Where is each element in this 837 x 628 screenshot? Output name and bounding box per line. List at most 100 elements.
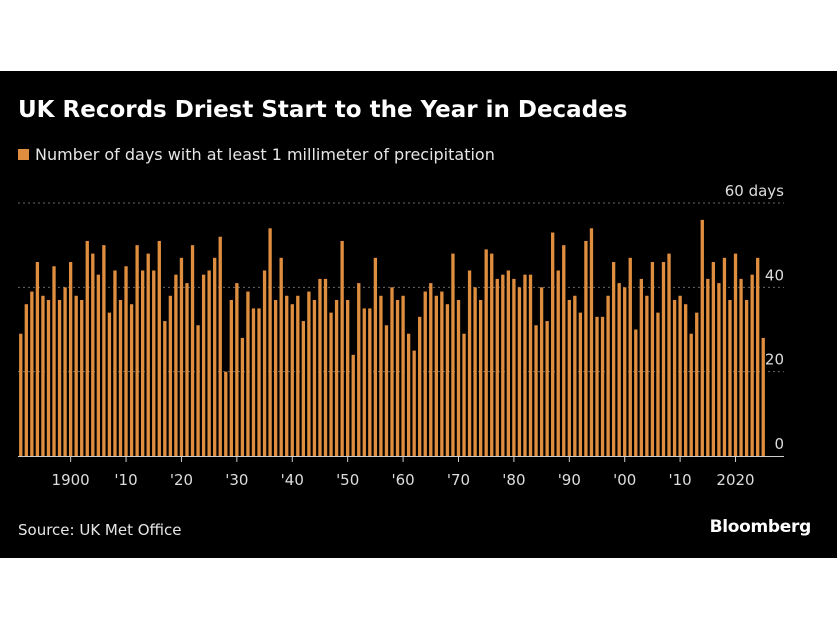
bar-1955 <box>373 257 378 456</box>
bar-1952 <box>357 283 361 456</box>
x-tick-label-1980: '80 <box>502 471 525 489</box>
bar-1958 <box>390 287 394 456</box>
bar-chart: 0 20 40 60 days 1900 '10 '20 '30 '40 '50 '60 '70 '80… <box>18 182 784 489</box>
source-note: Source: UK Met Office <box>18 521 182 539</box>
bar-2014 <box>700 219 704 456</box>
bar-1944 <box>312 299 317 456</box>
bar-1998 <box>611 262 616 456</box>
y-tick-label-60: 60 days <box>725 182 784 200</box>
bar-1926 <box>213 257 217 456</box>
bar-1898 <box>57 299 62 456</box>
bar-1932 <box>246 291 250 456</box>
y-tick-label-40: 40 <box>765 266 784 284</box>
bar-1972 <box>467 270 472 456</box>
bar-1987 <box>551 232 555 456</box>
bar-1938 <box>279 257 283 456</box>
legend-swatch <box>18 149 29 160</box>
bar-2001 <box>628 257 632 456</box>
bar-1918 <box>168 295 173 456</box>
bar-1969 <box>451 253 455 456</box>
bar-1900 <box>68 262 73 456</box>
bar-2018 <box>722 257 727 456</box>
bar-1980 <box>512 278 516 456</box>
bar-1989 <box>562 245 566 456</box>
legend-label: Number of days with at least 1 millimete… <box>35 145 495 164</box>
bar-1978 <box>501 274 505 456</box>
bar-1981 <box>517 287 522 456</box>
bar-1930 <box>235 283 239 456</box>
bar-2020 <box>733 253 738 456</box>
bar-1920 <box>179 257 184 456</box>
bar-1927 <box>218 236 222 456</box>
bar-2009 <box>672 299 677 456</box>
bar-1946 <box>323 278 328 456</box>
bar-1991 <box>573 295 577 456</box>
bar-1974 <box>478 299 483 456</box>
bar-1993 <box>584 240 588 456</box>
bar-1912 <box>135 245 139 456</box>
bar-1936 <box>268 228 272 456</box>
bloomberg-logo: Bloomberg <box>709 517 812 537</box>
bar-2022 <box>744 299 749 456</box>
bar-1931 <box>240 337 245 456</box>
bar-1910 <box>124 266 128 456</box>
bar-1907 <box>107 312 112 456</box>
bar-1948 <box>334 299 339 456</box>
bar-2003 <box>639 278 643 456</box>
bar-1963 <box>418 316 422 456</box>
bar-1921 <box>185 283 189 456</box>
bar-2023 <box>750 274 754 456</box>
bar-1916 <box>157 240 161 456</box>
bar-1903 <box>85 240 89 456</box>
bar-1957 <box>384 325 389 456</box>
bar-1970 <box>456 299 461 456</box>
bar-1941 <box>296 295 300 456</box>
bar-2007 <box>661 262 666 456</box>
bar-1895 <box>41 295 45 456</box>
bar-2004 <box>645 295 649 456</box>
bar-1940 <box>290 304 294 456</box>
bar-1965 <box>429 283 433 456</box>
x-tick-label-1920: '20 <box>170 471 193 489</box>
chart-panel: UK Records Driest Start to the Year in D… <box>0 71 837 558</box>
bar-1961 <box>406 333 411 456</box>
bar-1977 <box>495 278 499 456</box>
bar-1902 <box>80 299 84 456</box>
bar-1973 <box>473 287 477 456</box>
bar-1960 <box>401 295 405 456</box>
bar-1908 <box>113 270 117 456</box>
bar-1975 <box>484 249 488 456</box>
bar-1909 <box>118 299 123 456</box>
bar-1976 <box>490 253 494 456</box>
bar-2013 <box>695 312 699 456</box>
bars <box>19 219 765 456</box>
x-tick-label-1990: '90 <box>558 471 581 489</box>
bar-1924 <box>201 274 206 456</box>
bar-1956 <box>379 295 383 456</box>
bar-1984 <box>534 325 538 456</box>
bar-1997 <box>606 295 610 456</box>
bar-1959 <box>395 299 400 456</box>
bar-1937 <box>273 299 278 456</box>
bar-1964 <box>423 291 427 456</box>
bar-1967 <box>440 291 444 456</box>
x-tick-label-1910: '10 <box>114 471 137 489</box>
bar-1893 <box>30 291 34 456</box>
bar-1951 <box>351 354 355 456</box>
bar-2008 <box>667 253 671 456</box>
bar-2016 <box>711 262 716 456</box>
bar-1939 <box>285 295 289 456</box>
bar-2010 <box>678 295 682 456</box>
bar-2005 <box>650 262 655 456</box>
x-tick-label-1940: '40 <box>281 471 304 489</box>
bar-1992 <box>578 312 583 456</box>
bar-1968 <box>445 304 450 456</box>
bar-1899 <box>63 287 67 456</box>
bar-1897 <box>52 266 56 456</box>
bar-2011 <box>684 304 688 456</box>
bar-2002 <box>634 329 638 456</box>
bar-1996 <box>600 316 605 456</box>
bar-2012 <box>689 333 693 456</box>
bar-1988 <box>556 270 560 456</box>
bar-1982 <box>523 274 527 456</box>
